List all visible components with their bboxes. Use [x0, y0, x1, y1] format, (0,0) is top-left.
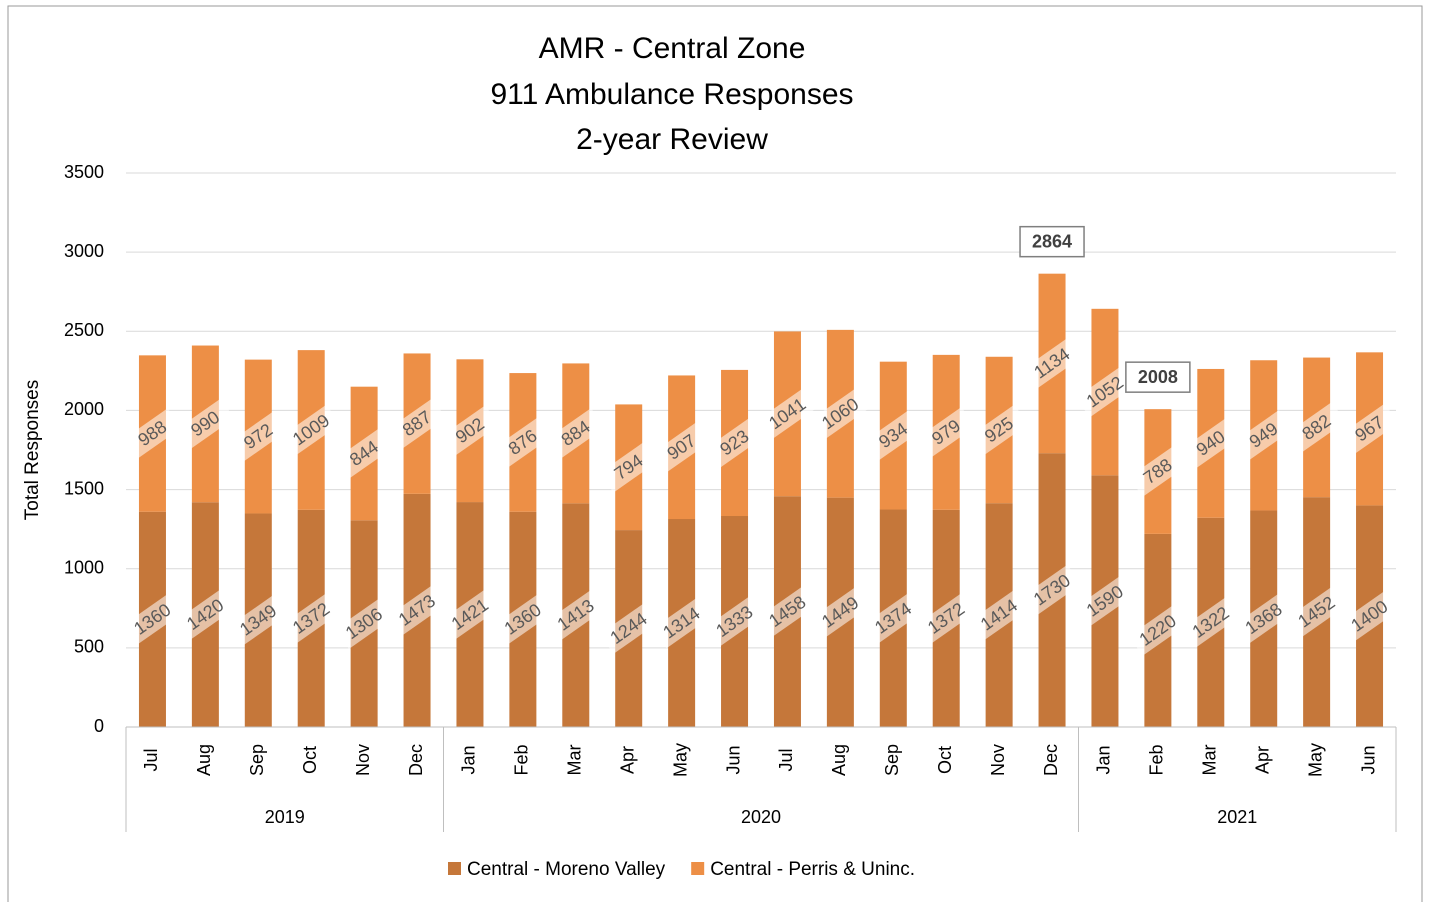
x-tick-label: Dec [1041, 744, 1061, 776]
value-label: 788 [1128, 446, 1187, 497]
value-label-box [388, 585, 447, 636]
value-label-box [599, 441, 658, 493]
x-tick-label: Jun [723, 745, 743, 774]
x-tick-label: Apr [617, 746, 637, 774]
legend-label: Central - Moreno Valley [467, 859, 666, 880]
value-label-box [1075, 575, 1134, 627]
value-label-box [546, 408, 605, 459]
value-label-box [335, 428, 394, 479]
value-label-box [1234, 593, 1293, 645]
value-label-box [1023, 338, 1082, 389]
x-tick-label: Apr [1252, 746, 1272, 774]
x-tick-label: Jun [1358, 745, 1378, 774]
x-tick-label: Mar [1200, 744, 1220, 775]
value-label-box [1340, 590, 1399, 642]
value-label-box [440, 405, 499, 457]
x-tick-label: Dec [406, 744, 426, 776]
value-label-box [705, 417, 764, 469]
x-tick-label: Feb [512, 744, 532, 775]
legend-swatch [691, 862, 705, 875]
value-label-box [282, 404, 341, 456]
value-label-box [1234, 410, 1293, 461]
x-tick-label: Feb [1147, 744, 1167, 775]
chart-title: 911 Ambulance Responses [490, 78, 853, 111]
value-label-box [864, 592, 923, 644]
value-label-box [917, 407, 976, 458]
value-label-box [1075, 366, 1134, 418]
annotation-box [1019, 225, 1085, 258]
value-label-box [1128, 605, 1187, 656]
legend-swatch [448, 862, 461, 875]
group-label: 2019 [265, 807, 305, 827]
y-axis-label: Total Responses [22, 380, 43, 520]
x-tick-label: Jul [776, 748, 796, 771]
x-tick-label: Aug [829, 744, 849, 776]
value-label-box [758, 388, 817, 440]
x-tick-label: Jan [459, 745, 479, 774]
x-tick-label: Sep [882, 744, 902, 776]
group-label: 2021 [1217, 807, 1257, 827]
value-label-box [705, 596, 764, 647]
x-tick-label: Sep [247, 744, 267, 776]
x-tick-label: Mar [565, 744, 585, 775]
value-label-box [1128, 446, 1187, 497]
value-label-box [1181, 597, 1240, 648]
x-tick-label: Nov [988, 744, 1008, 776]
value-label-box [599, 603, 658, 654]
x-tick-label: May [1305, 743, 1325, 777]
value-label-box [282, 593, 341, 644]
value-label-box [1287, 586, 1346, 638]
chart-title: 2-year Review [576, 123, 768, 156]
value-label-box [864, 410, 923, 461]
value-label-box [546, 589, 605, 641]
value-label-box [1340, 403, 1399, 455]
value-label-box [758, 586, 817, 637]
value-label-box [493, 594, 552, 645]
value-label-box [1023, 564, 1082, 616]
value-label-box [917, 593, 976, 644]
annotation-box [1125, 361, 1191, 393]
y-tick-label: 3000 [64, 241, 104, 261]
y-tick-label: 500 [74, 637, 104, 657]
y-tick-label: 1000 [64, 557, 104, 577]
value-label-box [970, 589, 1029, 641]
chart-title: AMR - Central Zone [539, 32, 806, 65]
value-label: 794 [599, 441, 658, 493]
value-label-box [652, 421, 711, 473]
value-label-box [123, 408, 182, 459]
x-tick-label: Jul [141, 748, 161, 771]
value-label-box [811, 587, 870, 638]
y-tick-label: 2000 [64, 399, 104, 419]
value-label-box [176, 589, 235, 640]
y-tick-label: 3500 [64, 162, 104, 182]
annotation-text: 2008 [1138, 367, 1178, 387]
x-tick-label: May [670, 743, 690, 777]
legend-label: Central - Perris & Uninc. [710, 859, 915, 880]
value-label-box [652, 597, 711, 649]
value-label-box [1287, 402, 1346, 453]
y-tick-label: 0 [94, 716, 104, 736]
value-label-box [440, 589, 499, 640]
value-label-box [335, 598, 394, 649]
y-tick-label: 1500 [64, 478, 104, 498]
value-label-box [176, 398, 235, 450]
x-tick-label: Nov [353, 744, 373, 776]
annotation-text: 2864 [1032, 231, 1072, 251]
value-label-box [388, 398, 447, 449]
value-label-box [229, 594, 288, 646]
value-label-box [229, 411, 288, 462]
x-tick-label: Oct [935, 746, 955, 774]
x-tick-label: Oct [300, 746, 320, 774]
x-tick-label: Jan [1094, 745, 1114, 774]
value-label-box [1181, 418, 1240, 469]
value-label-box [811, 388, 870, 440]
x-tick-label: Aug [194, 744, 214, 776]
value-label-box [123, 594, 182, 645]
value-label-box [493, 417, 552, 468]
y-tick-label: 2500 [64, 320, 104, 340]
group-label: 2020 [741, 807, 781, 827]
value-label-box [970, 404, 1029, 456]
